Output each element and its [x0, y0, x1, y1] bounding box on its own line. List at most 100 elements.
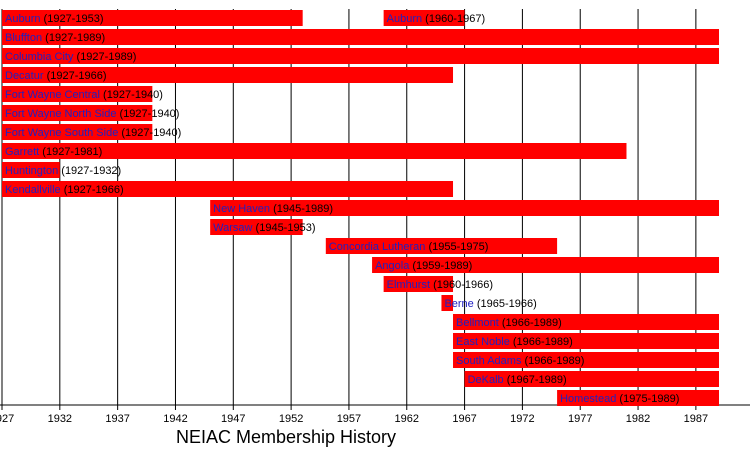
x-tick-label: 1942	[163, 413, 187, 425]
member-name[interactable]: DeKalb	[468, 374, 504, 386]
bar-label: Decatur (1927-1966)	[5, 70, 107, 82]
bar	[453, 352, 719, 368]
member-years: (1960-1966)	[433, 279, 493, 291]
member-name[interactable]: Fort Wayne Central	[5, 89, 100, 101]
bar	[2, 181, 454, 197]
bar	[383, 10, 465, 26]
x-tick-label: 1982	[626, 413, 650, 425]
member-name[interactable]: Homestead	[560, 393, 616, 405]
member-years: (1927-1966)	[47, 70, 107, 82]
member-name[interactable]: Warsaw	[213, 222, 252, 234]
member-name[interactable]: Elmhurst	[387, 279, 430, 291]
bar-label: Elmhurst (1960-1966)	[387, 279, 493, 291]
member-years: (1927-1932)	[61, 165, 121, 177]
member-years: (1955-1975)	[428, 241, 488, 253]
bar	[325, 238, 558, 254]
bar	[453, 333, 719, 349]
member-name[interactable]: Auburn	[387, 13, 422, 25]
chart-title: NEIAC Membership History	[176, 427, 396, 447]
bar	[2, 124, 153, 140]
member-years: (1927-1966)	[64, 184, 124, 196]
member-years: (1966-1989)	[502, 317, 562, 329]
bar-label: Auburn (1927-1953)	[5, 13, 103, 25]
member-name[interactable]: Angola	[375, 260, 410, 272]
member-years: (1966-1989)	[513, 336, 573, 348]
member-name[interactable]: Columbia City	[5, 51, 74, 63]
member-name[interactable]: Decatur	[5, 70, 44, 82]
bar-label: Bellmont (1966-1989)	[456, 317, 562, 329]
member-years: (1927-1940)	[103, 89, 163, 101]
member-years: (1927-1953)	[44, 13, 104, 25]
x-tick-label: 1932	[48, 413, 72, 425]
bar	[557, 390, 719, 406]
member-name[interactable]: Bluffton	[5, 32, 42, 44]
bar-label: Columbia City (1927-1989)	[5, 51, 136, 63]
bar	[2, 162, 60, 178]
bar	[210, 200, 719, 216]
bar	[2, 143, 627, 159]
member-years: (1927-1989)	[45, 32, 105, 44]
bar	[2, 10, 303, 26]
member-name[interactable]: Concordia Lutheran	[329, 241, 426, 253]
member-years: (1965-1966)	[477, 298, 537, 310]
bar	[383, 276, 454, 292]
member-name[interactable]: Bellmont	[456, 317, 499, 329]
bar	[464, 371, 719, 387]
member-years: (1927-1981)	[42, 146, 102, 158]
member-years: (1927-1989)	[77, 51, 137, 63]
member-name[interactable]: Kendallville	[5, 184, 61, 196]
bar-label: Homestead (1975-1989)	[560, 393, 679, 405]
bar-label: Fort Wayne Central (1927-1940)	[5, 89, 163, 101]
bar	[2, 29, 719, 45]
member-name[interactable]: Fort Wayne South Side	[5, 127, 118, 139]
bar-label: Warsaw (1945-1953)	[213, 222, 315, 234]
bar-label: Fort Wayne North Side (1927-1940)	[5, 108, 179, 120]
bar-label: New Haven (1945-1989)	[213, 203, 333, 215]
x-tick-label: 1952	[279, 413, 303, 425]
member-name[interactable]: South Adams	[456, 355, 522, 367]
member-name[interactable]: New Haven	[213, 203, 270, 215]
member-name[interactable]: Huntington	[5, 165, 58, 177]
x-tick-label: 1962	[395, 413, 419, 425]
member-years: (1945-1953)	[256, 222, 316, 234]
bar-label: Fort Wayne South Side (1927-1940)	[5, 127, 181, 139]
bar	[210, 219, 303, 235]
member-name[interactable]: Berne	[444, 298, 473, 310]
member-years: (1960-1967)	[425, 13, 485, 25]
x-tick-label: 1947	[221, 413, 245, 425]
member-name[interactable]: East Noble	[456, 336, 510, 348]
member-years: (1945-1989)	[273, 203, 333, 215]
bar-label: South Adams (1966-1989)	[456, 355, 584, 367]
bar-label: Garrett (1927-1981)	[5, 146, 102, 158]
bar-label: Berne (1965-1966)	[444, 298, 536, 310]
bar	[2, 105, 153, 121]
bar-label: Concordia Lutheran (1955-1975)	[329, 241, 489, 253]
x-tick-label: 1937	[105, 413, 129, 425]
bar-label: Kendallville (1927-1966)	[5, 184, 124, 196]
x-tick-label: 1957	[337, 413, 361, 425]
member-years: (1927-1940)	[120, 108, 180, 120]
member-years: (1966-1989)	[525, 355, 585, 367]
x-tick-label: 1977	[568, 413, 592, 425]
bar	[372, 257, 719, 273]
bar-label: Huntington (1927-1932)	[5, 165, 121, 177]
bar	[2, 86, 153, 102]
member-years: (1975-1989)	[619, 393, 679, 405]
member-years: (1967-1989)	[507, 374, 567, 386]
bar-label: East Noble (1966-1989)	[456, 336, 573, 348]
bar-label: DeKalb (1967-1989)	[468, 374, 567, 386]
x-tick-label: 1967	[452, 413, 476, 425]
member-name[interactable]: Fort Wayne North Side	[5, 108, 116, 120]
bar-label: Auburn (1960-1967)	[387, 13, 485, 25]
bar	[2, 67, 454, 83]
bar	[2, 48, 719, 64]
bar	[453, 314, 719, 330]
member-name[interactable]: Auburn	[5, 13, 40, 25]
bar	[441, 295, 454, 311]
member-years: (1959-1989)	[412, 260, 472, 272]
x-tick-label: 1927	[0, 413, 14, 425]
bar-label: Angola (1959-1989)	[375, 260, 472, 272]
bar-label: Bluffton (1927-1989)	[5, 32, 105, 44]
member-name[interactable]: Garrett	[5, 146, 39, 158]
